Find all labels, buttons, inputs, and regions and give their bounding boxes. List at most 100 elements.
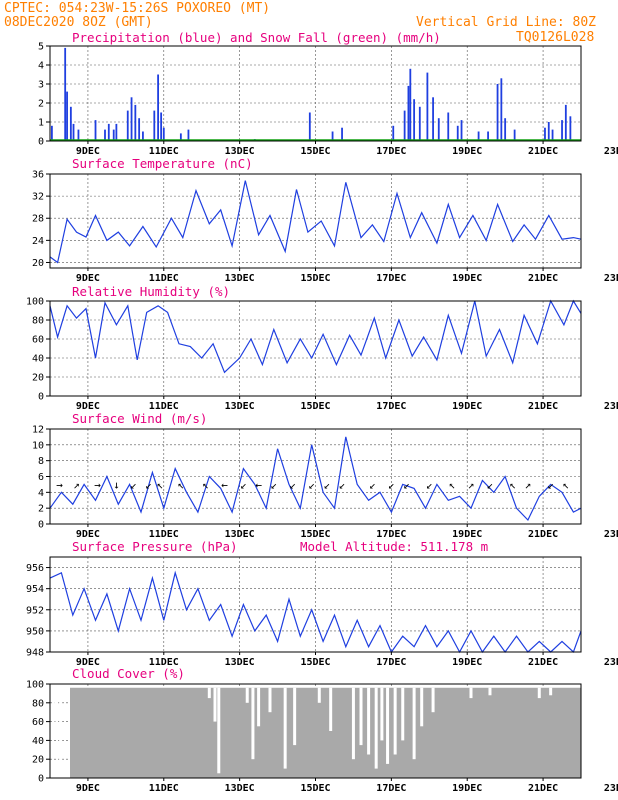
precip-bar — [160, 112, 163, 141]
pressure-xtick-label: 17DEC — [376, 657, 406, 668]
precip-bar — [500, 78, 503, 141]
cloud-ytick-label: 20 — [32, 755, 44, 766]
temp-xtick-label: 19DEC — [452, 273, 482, 284]
precip-xtick-label: 9DEC — [76, 146, 100, 157]
cloud-xtick-label: 23DEC — [604, 783, 618, 794]
wind-vector-icon: ← — [221, 478, 228, 491]
rh-ytick-label: 60 — [32, 335, 44, 346]
temp-xtick-label: 21DEC — [528, 273, 558, 284]
precip-bar — [413, 99, 416, 141]
cloud-gap — [257, 687, 261, 727]
precip-bar — [77, 129, 80, 141]
wind-vector-icon: ↙ — [369, 478, 376, 491]
precip-bar — [392, 125, 395, 141]
rh-ytick-label: 40 — [32, 354, 44, 365]
precip-xtick-label: 11DEC — [149, 146, 179, 157]
temp-ytick-label: 32 — [32, 192, 44, 203]
wind-vector-icon: ↗ — [73, 478, 80, 491]
cloud-xtick-label: 19DEC — [452, 783, 482, 794]
precip-bar — [134, 104, 137, 141]
wind-ytick-label: 8 — [38, 456, 44, 467]
cloud-gap — [393, 687, 397, 755]
cloud-ytick-label: 60 — [32, 717, 44, 728]
precip-bar — [153, 110, 156, 141]
precip-bar — [162, 127, 165, 141]
wind-ytick-label: 10 — [32, 440, 44, 451]
precip-bar — [551, 129, 554, 141]
header-model-id: TQ0126L028 — [516, 30, 594, 45]
wind-vector-icon: ← — [255, 478, 262, 491]
cloud-gap — [386, 687, 390, 764]
precip-bar — [104, 129, 106, 141]
rh-xtick-label: 23DEC — [604, 401, 618, 412]
cloud-xtick-label: 11DEC — [149, 783, 179, 794]
wind-xtick-label: 23DEC — [604, 529, 618, 540]
rh-xtick-label: 11DEC — [149, 401, 179, 412]
cloud-gap — [251, 687, 255, 760]
precip-bar — [504, 118, 507, 141]
precip-xtick-label: 15DEC — [300, 146, 330, 157]
precip-bar — [69, 106, 72, 141]
precip-bar — [477, 131, 480, 141]
temp-xtick-label: 11DEC — [149, 273, 179, 284]
precip-bar — [64, 47, 67, 141]
wind-panel: Surface Wind (m/s) 0 2 4 6 8 10 12 → ↗ → ↓ ↙ ↙ ↖ ↖ ↖ ← ↙ ← ↙… — [32, 411, 618, 540]
cloud-gap — [207, 687, 211, 699]
precip-bar — [112, 129, 115, 141]
rh-series-line — [49, 299, 582, 374]
precip-bar — [138, 118, 141, 141]
precip-bar — [496, 84, 499, 141]
temp-series-line — [49, 180, 582, 264]
rh-xtick-label: 15DEC — [300, 401, 330, 412]
wind-title: Surface Wind (m/s) — [72, 411, 207, 426]
cloud-gap — [412, 687, 416, 760]
wind-xtick-label: 21DEC — [528, 529, 558, 540]
cloud-gap — [488, 687, 492, 696]
wind-ytick-label: 12 — [32, 425, 44, 436]
pressure-ytick-label: 952 — [26, 605, 44, 616]
temp-ytick-label: 36 — [32, 170, 44, 181]
cloud-gap — [420, 687, 424, 727]
precip-bar — [544, 127, 546, 141]
cloud-xtick-label: 13DEC — [225, 783, 255, 794]
wind-vector-icon: → — [56, 478, 63, 491]
precip-xtick-label: 21DEC — [528, 146, 558, 157]
precip-bar — [126, 110, 129, 141]
precip-panel: Precipitation (blue) and Snow Fall (gree… — [38, 30, 618, 157]
wind-vector-icon: ↖ — [178, 478, 185, 491]
cloud-gap — [217, 687, 221, 774]
wind-vector-icon: ↖ — [563, 478, 570, 491]
wind-ytick-label: 4 — [38, 488, 44, 499]
cloud-xtick-label: 9DEC — [76, 783, 100, 794]
wind-xtick-label: 17DEC — [376, 529, 406, 540]
precip-ytick-label: 5 — [38, 42, 44, 53]
precip-ytick-label: 0 — [38, 137, 44, 148]
pressure-xtick-label: 21DEC — [528, 657, 558, 668]
precip-bar — [432, 97, 434, 141]
wind-vector-icon: ↗ — [525, 478, 532, 491]
temp-xtick-label: 17DEC — [376, 273, 406, 284]
cloud-area — [70, 687, 581, 778]
pressure-xtick-label: 13DEC — [225, 657, 255, 668]
cloud-gap — [537, 687, 541, 699]
precip-bar — [407, 85, 410, 141]
cloud-gap — [268, 687, 272, 713]
precip-bar — [130, 97, 133, 141]
cloud-gap — [469, 687, 473, 699]
precip-bar — [341, 127, 343, 141]
wind-vector-icon: ↙ — [130, 478, 137, 491]
precip-bar — [107, 123, 110, 141]
pressure-ytick-label: 954 — [26, 584, 44, 595]
cloud-gap — [245, 687, 249, 703]
cloud-gap — [329, 687, 333, 731]
wind-vector-icon: ↙ — [426, 478, 433, 491]
cloud-title: Cloud Cover (%) — [72, 666, 185, 681]
pressure-subtitle: Model Altitude: 511.178 m — [300, 539, 488, 554]
wind-xtick-label: 11DEC — [149, 529, 179, 540]
wind-vector-icon: ↙ — [270, 478, 277, 491]
temp-xtick-label: 15DEC — [300, 273, 330, 284]
header-location: CPTEC: 054:23W-15:26S POXOREO (MT) — [4, 1, 270, 16]
precip-bar — [115, 123, 118, 141]
cloud-gap — [59, 687, 63, 769]
